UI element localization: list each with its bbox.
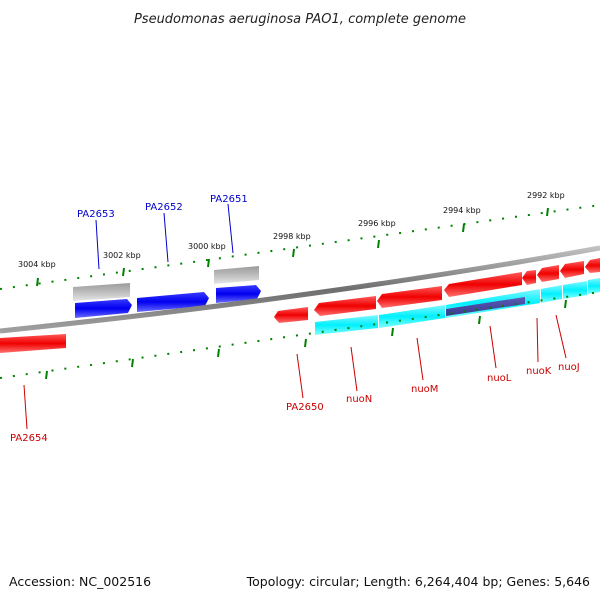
gene-nuoJ-arrow[interactable] [537, 265, 559, 282]
overlap-feature[interactable] [446, 297, 525, 316]
reverse-gene-labels [23, 314, 567, 430]
cds-feature[interactable] [379, 305, 445, 328]
label-leader-line [555, 314, 567, 359]
label-leader-line [416, 337, 424, 381]
forward-gene-labels [95, 203, 234, 270]
major-tick [462, 223, 465, 233]
gene-label-nuoL[interactable]: nuoL [487, 373, 512, 384]
gene-PA2651-arrow[interactable] [216, 285, 261, 303]
gene-nuoM-arrow[interactable] [377, 286, 442, 308]
outer-tick-ring [0, 204, 600, 290]
gene-label-PA2650[interactable]: PA2650 [286, 402, 324, 413]
major-tick [217, 348, 220, 358]
gene-label-PA2652[interactable]: PA2652 [145, 202, 183, 213]
major-tick [292, 248, 295, 258]
label-leader-line [296, 353, 304, 399]
scale-label: 3002 kbp [103, 251, 141, 260]
gene-PA2654-arrow[interactable] [0, 334, 66, 353]
label-leader-line [536, 317, 539, 363]
scale-label: 2998 kbp [273, 232, 311, 241]
major-tick [304, 338, 307, 348]
major-tick [478, 315, 481, 325]
cds-feature[interactable] [315, 315, 378, 335]
scale-labels: 3004 kbp 3002 kbp 3000 kbp 2998 kbp 2996… [18, 191, 565, 269]
map-title: Pseudomonas aeruginosa PAO1, complete ge… [134, 12, 466, 27]
label-leader-line [95, 219, 100, 270]
scale-label: 3004 kbp [18, 260, 56, 269]
label-leader-line [23, 384, 28, 430]
label-leader-line [489, 325, 497, 369]
misc-feature[interactable] [73, 283, 130, 301]
gene-label-PA2653[interactable]: PA2653 [77, 209, 115, 220]
cds-track [315, 278, 600, 335]
scale-label: 2994 kbp [443, 206, 481, 215]
gene-nuoK-arrow[interactable] [522, 270, 536, 285]
gene-label-PA2654[interactable]: PA2654 [10, 433, 48, 444]
misc-feature[interactable] [214, 266, 259, 284]
gene-label-nuoK[interactable]: nuoK [526, 366, 552, 377]
topology-text: Topology: circular; Length: 6,264,404 bp… [246, 574, 590, 589]
scale-label: 3000 kbp [188, 242, 226, 251]
gene-PA2650-arrow[interactable] [274, 307, 308, 323]
gene-label-nuoN[interactable]: nuoN [346, 394, 372, 405]
gene-PA2653-arrow[interactable] [75, 299, 132, 318]
major-tick [131, 358, 134, 368]
major-tick [45, 370, 48, 380]
major-tick [546, 207, 549, 217]
reverse-gene-track [0, 258, 600, 353]
label-leader-line [227, 203, 234, 254]
genome-backbone [0, 245, 600, 334]
accession-text: Accession: NC_002516 [9, 574, 151, 589]
major-tick [391, 327, 394, 337]
gene-nuoN-arrow[interactable] [314, 296, 376, 316]
gene-nuoL-arrow[interactable] [444, 272, 522, 297]
major-tick [564, 299, 567, 309]
label-leader-line [163, 212, 169, 263]
scale-label: 2996 kbp [358, 219, 396, 228]
major-tick [377, 239, 380, 249]
scale-label: 2992 kbp [527, 191, 565, 200]
label-leader-line [350, 346, 358, 392]
gene-label-nuoM[interactable]: nuoM [411, 384, 438, 395]
gene-label-PA2651[interactable]: PA2651 [210, 194, 248, 205]
major-tick [122, 267, 125, 277]
cds-feature[interactable] [588, 278, 600, 294]
gene-nuoI-arrow[interactable] [560, 261, 584, 278]
inner-tick-ring [0, 291, 600, 380]
outer-feature-track [73, 266, 259, 301]
gene-label-nuoJ[interactable]: nuoJ [558, 362, 580, 373]
major-tick [207, 258, 210, 268]
major-tick [36, 277, 39, 287]
cds-feature[interactable] [541, 285, 562, 303]
gene-nuoH-arrow[interactable] [585, 258, 600, 273]
